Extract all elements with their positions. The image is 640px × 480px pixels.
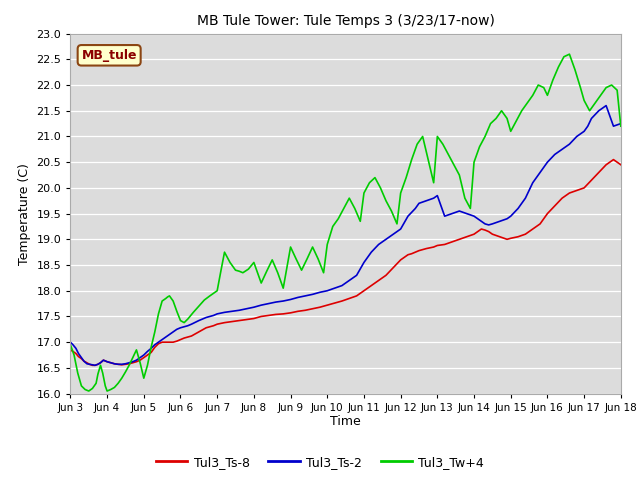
Text: MB_tule: MB_tule (81, 49, 137, 62)
X-axis label: Time: Time (330, 415, 361, 429)
Legend: Tul3_Ts-8, Tul3_Ts-2, Tul3_Tw+4: Tul3_Ts-8, Tul3_Ts-2, Tul3_Tw+4 (151, 451, 489, 474)
Y-axis label: Temperature (C): Temperature (C) (18, 163, 31, 264)
Title: MB Tule Tower: Tule Temps 3 (3/23/17-now): MB Tule Tower: Tule Temps 3 (3/23/17-now… (196, 14, 495, 28)
